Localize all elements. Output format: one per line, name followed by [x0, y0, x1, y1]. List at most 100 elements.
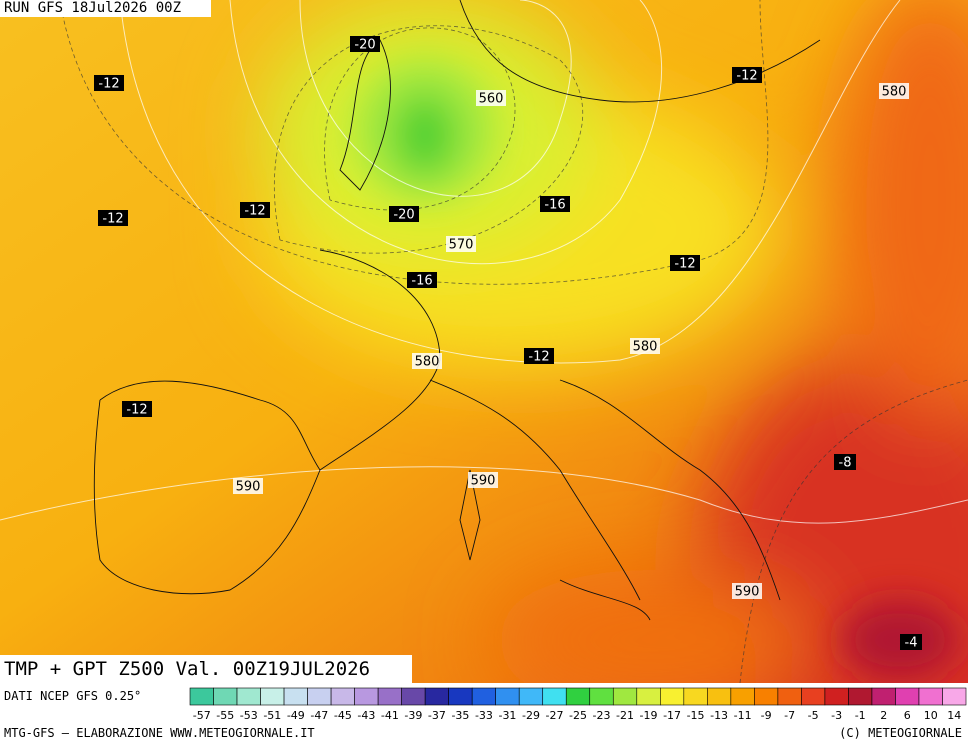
colorbar-label: -37 — [428, 709, 446, 722]
colorbar-swatch — [260, 687, 285, 706]
colorbar-label: -43 — [357, 709, 375, 722]
label-box — [412, 353, 442, 369]
copyright: (C) METEOGIORNALE — [839, 726, 962, 740]
colorbar-label: -49 — [287, 709, 305, 722]
colorbar-label: -33 — [475, 709, 493, 722]
colorbar-swatch — [707, 687, 732, 706]
colorbar-swatch — [730, 687, 755, 706]
colorbar-swatch — [895, 687, 920, 706]
colorbar-label: 10 — [924, 709, 938, 722]
colorbar-swatch — [801, 687, 826, 706]
colorbar-label: 2 — [880, 709, 887, 722]
label-box — [524, 348, 554, 364]
label-box — [240, 202, 270, 218]
height-label: 590 — [735, 585, 760, 600]
colorbar-swatch — [660, 687, 685, 706]
colorbar-label: -41 — [381, 709, 399, 722]
credit: MTG-GFS – ELABORAZIONE WWW.METEOGIORNALE… — [4, 726, 315, 740]
temperature-label: -8 — [839, 456, 852, 471]
colorbar-label: 6 — [904, 709, 911, 722]
colorbar-swatch — [589, 687, 614, 706]
colorbar-label: -29 — [522, 709, 540, 722]
temperature-field — [260, 0, 968, 683]
colorbar-swatch — [918, 687, 943, 706]
colorbar: -57 -55 -53 -51 -49 -47 -45 -43 -41 -39 -37 -35 -33-… — [189, 687, 967, 722]
colorbar-label: -15 — [687, 709, 705, 722]
colorbar-label: -21 — [616, 709, 634, 722]
temperature-label: -12 — [98, 77, 119, 92]
label-box — [630, 338, 660, 354]
colorbar-label: -45 — [334, 709, 352, 722]
colorbar-label: -13 — [710, 709, 728, 722]
label-box — [407, 272, 437, 288]
temperature-label: -12 — [674, 257, 695, 272]
colorbar-swatch — [236, 687, 261, 706]
label-box — [670, 255, 700, 271]
temperature-label: -20 — [393, 208, 414, 223]
colorbar-label: -35 — [451, 709, 469, 722]
colorbar-label: -9 — [761, 709, 772, 722]
colorbar-swatch — [189, 687, 214, 706]
colorbar-swatch — [213, 687, 238, 706]
colorbar-swatch — [636, 687, 661, 706]
colorbar-swatch — [471, 687, 496, 706]
coastlines — [93, 0, 821, 621]
colorbar-swatch — [283, 687, 308, 706]
height-label: 560 — [479, 92, 504, 107]
height-label: 580 — [882, 85, 907, 100]
colorbar-label: -23 — [593, 709, 611, 722]
temperature-label: -12 — [528, 350, 549, 365]
colorbar-label: -57 — [193, 709, 211, 722]
label-box — [900, 634, 922, 650]
map: -20 -12 560 -12 580 -12 -12 -20 -16 570 -16 -12 580 -… — [0, 0, 968, 683]
colorbar-swatch — [307, 687, 332, 706]
colorbar-label: -55 — [216, 709, 234, 722]
label-box — [98, 210, 128, 226]
colorbar-label: -7 — [784, 709, 795, 722]
colorbar-label: -27 — [546, 709, 564, 722]
height-label: 570 — [449, 238, 474, 253]
colorbar-label: 14 — [947, 709, 961, 722]
label-box — [350, 36, 380, 52]
label-box — [122, 401, 152, 417]
temperature-label: -4 — [905, 636, 918, 651]
colorbar-label: -1 — [855, 709, 866, 722]
colorbar-swatch — [354, 687, 379, 706]
colorbar-label: -3 — [831, 709, 842, 722]
height-label: 590 — [236, 480, 261, 495]
colorbar-swatch — [777, 687, 802, 706]
temperature-label: -12 — [736, 69, 757, 84]
colorbar-label: -11 — [734, 709, 752, 722]
colorbar-swatch — [942, 687, 967, 706]
colorbar-swatch — [448, 687, 473, 706]
colorbar-label: -5 — [808, 709, 819, 722]
height-label: 580 — [633, 340, 658, 355]
height-label: 590 — [471, 474, 496, 489]
colorbar-swatch — [754, 687, 779, 706]
temperature-label: -12 — [244, 204, 265, 219]
colorbar-swatch — [612, 687, 638, 706]
colorbar-label: -25 — [569, 709, 587, 722]
colorbar-swatch — [518, 687, 544, 706]
label-box — [879, 83, 909, 99]
colorbar-swatch — [848, 687, 873, 706]
label-box — [233, 478, 263, 494]
colorbar-swatch — [424, 687, 449, 706]
colorbar-swatch — [824, 687, 849, 706]
run-header: RUN GFS 18Jul2026 00Z — [0, 0, 212, 17]
temperature-label: -16 — [544, 198, 565, 213]
colorbar-label: -39 — [404, 709, 422, 722]
temperature-label: -12 — [102, 212, 123, 227]
label-box — [834, 454, 856, 470]
colorbar-swatch — [401, 687, 426, 706]
colorbar-swatch — [683, 687, 708, 706]
colorbar-swatch — [542, 687, 567, 706]
height-label: 580 — [415, 355, 440, 370]
colorbar-swatch — [565, 687, 591, 706]
temperature-label: -16 — [411, 274, 432, 289]
colorbar-swatch — [871, 687, 896, 706]
temperature-label: -12 — [126, 403, 147, 418]
label-box — [446, 236, 476, 252]
colorbar-label: -19 — [640, 709, 658, 722]
